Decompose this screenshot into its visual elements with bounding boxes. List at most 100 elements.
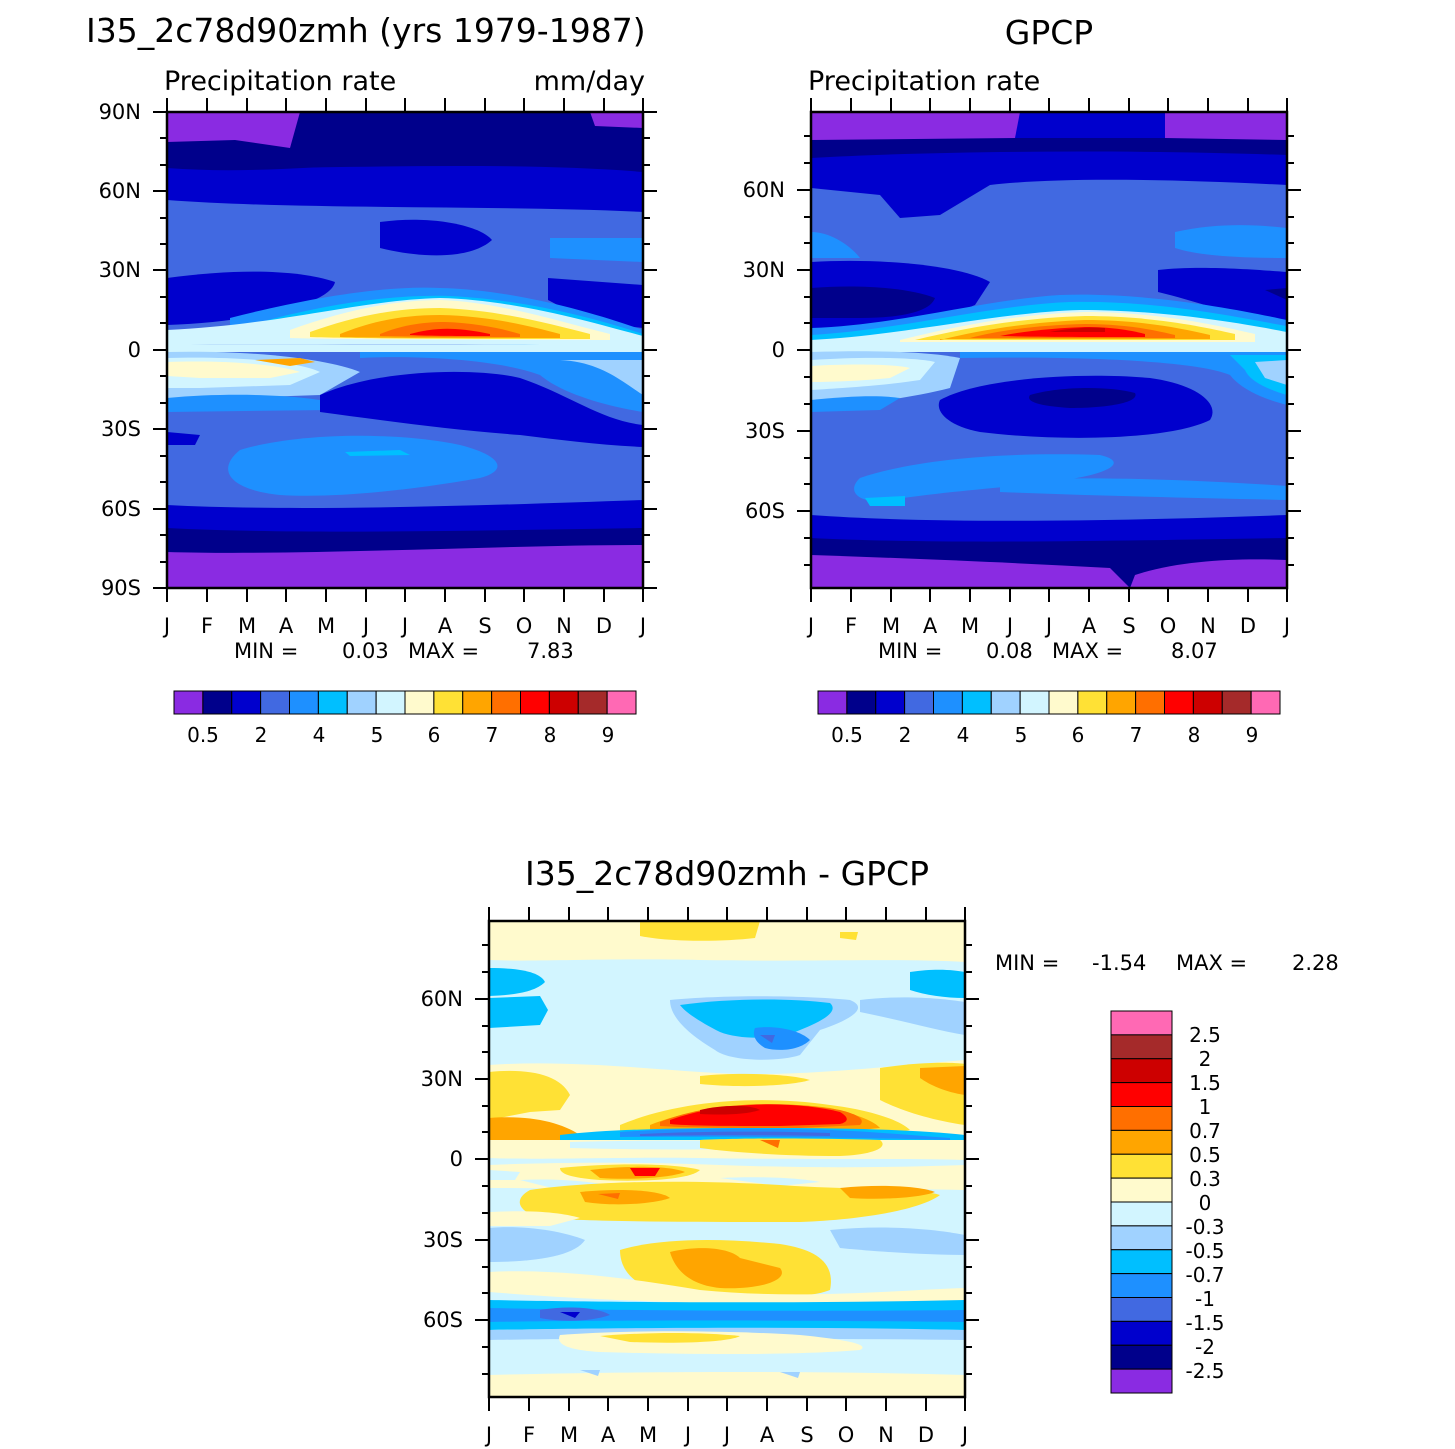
- colorbar-swatch: [875, 690, 906, 715]
- panel-difference-colorbar: 2.5 2 1.5 1 0.7 0.5 0.3 0 -0.3 -0.5 -0.7…: [1110, 1010, 1225, 1394]
- x-tick-label: D: [596, 614, 612, 638]
- x-tick-label: J: [683, 1423, 691, 1447]
- colorbar-swatch: [1164, 690, 1194, 715]
- colorbar-swatch: [1019, 690, 1050, 715]
- colorbar-label: 9: [1246, 723, 1259, 747]
- colorbar-swatch: [577, 690, 608, 715]
- x-tick-label: J: [722, 1423, 730, 1447]
- x-tick-label: M: [560, 1423, 578, 1447]
- x-tick-label: O: [516, 614, 533, 638]
- y-tick-label: 0: [772, 338, 785, 362]
- colorbar-swatch: [346, 690, 377, 715]
- colorbar-swatch: [990, 690, 1021, 715]
- colorbar-label: -2: [1195, 1335, 1215, 1359]
- colorbar-label: 2: [899, 723, 912, 747]
- max-label: MAX =: [408, 639, 479, 663]
- panel-gpcp-minmax: MIN = 0.08 MAX = 8.07: [878, 639, 1218, 663]
- colorbar-label: 8: [544, 723, 557, 747]
- panel-difference-minmax: MIN = -1.54 MAX = 2.28: [995, 951, 1339, 975]
- x-tick-label: J: [484, 1423, 492, 1447]
- colorbar-swatch: [433, 690, 464, 715]
- x-tick-label: N: [556, 614, 572, 638]
- colorbar-swatch: [1110, 1010, 1173, 1036]
- min-value: -1.54: [1092, 951, 1146, 975]
- x-tick-label: A: [1082, 614, 1097, 638]
- y-tick-label: 90N: [99, 100, 141, 124]
- x-tick-label: J: [960, 1423, 968, 1447]
- x-tick-label: O: [1160, 614, 1177, 638]
- panel-difference-title: I35_2c78d90zmh - GPCP: [525, 854, 929, 893]
- panel-difference-y-ticklabels: 60N 30N 0 30S 60S: [421, 987, 463, 1332]
- colorbar-label: -1.5: [1185, 1311, 1224, 1335]
- panel-model-title: I35_2c78d90zmh (yrs 1979-1987): [86, 11, 646, 50]
- x-tick-label: A: [923, 614, 938, 638]
- y-tick-label: 60N: [99, 179, 141, 203]
- x-tick-label: J: [361, 614, 369, 638]
- colorbar-swatch: [375, 690, 406, 715]
- y-tick-label: 30N: [743, 258, 785, 282]
- colorbar-swatch: [817, 690, 848, 715]
- colorbar-label: 7: [1130, 723, 1143, 747]
- panel-gpcp-title: GPCP: [1005, 13, 1093, 52]
- y-tick-label: 30S: [745, 419, 785, 443]
- y-tick-label: 60S: [745, 499, 785, 523]
- colorbar-label: -0.5: [1185, 1239, 1224, 1263]
- colorbar-swatch: [846, 690, 877, 715]
- panel-model-x-ticklabels: J F M A M J J A S O N D J: [162, 614, 646, 638]
- colorbar-swatch: [1110, 1201, 1173, 1227]
- min-label: MIN =: [878, 639, 942, 663]
- x-tick-label: J: [400, 614, 408, 638]
- colorbar-label: 4: [957, 723, 970, 747]
- x-tick-label: F: [523, 1423, 535, 1447]
- colorbar-swatch: [961, 690, 992, 715]
- colorbar-swatch: [904, 690, 935, 715]
- panel-difference: I35_2c78d90zmh - GPCP: [421, 854, 1339, 1447]
- panel-difference-x-ticklabels: J F M A M J J A S O N D J: [484, 1423, 968, 1447]
- x-tick-label: J: [1044, 614, 1052, 638]
- colorbar-label: -0.7: [1185, 1263, 1224, 1287]
- max-label: MAX =: [1052, 639, 1123, 663]
- contour-field-gpcp: [811, 112, 1287, 588]
- colorbar-swatch: [1110, 1153, 1173, 1179]
- colorbar-swatches: [1110, 1010, 1173, 1394]
- panel-model-y-ticklabels: 90N 60N 30N 0 30S 60S 90S: [99, 100, 141, 600]
- panel-model-colorbar: 0.5 2 4 5 6 7 8 9: [173, 690, 637, 747]
- x-tick-label: D: [918, 1423, 934, 1447]
- colorbar-swatch: [548, 690, 579, 715]
- colorbar-swatch: [202, 690, 233, 715]
- x-tick-label: O: [838, 1423, 855, 1447]
- min-label: MIN =: [234, 639, 298, 663]
- colorbar-swatches: [817, 690, 1281, 715]
- x-tick-label: J: [638, 614, 646, 638]
- max-value: 2.28: [1292, 951, 1339, 975]
- x-tick-label: A: [760, 1423, 775, 1447]
- colorbar-swatch: [933, 690, 963, 715]
- x-tick-label: S: [1122, 614, 1135, 638]
- colorbar-label: 0.5: [187, 723, 219, 747]
- x-tick-label: F: [845, 614, 857, 638]
- panel-model-subtitle: Precipitation rate: [164, 66, 396, 97]
- y-tick-label: 30N: [421, 1067, 463, 1091]
- colorbar-swatch: [1110, 1129, 1173, 1155]
- colorbar-swatch: [1110, 1177, 1173, 1203]
- colorbar-label: 6: [1072, 723, 1085, 747]
- colorbar-swatch: [1110, 1082, 1173, 1108]
- colorbar-label: 5: [371, 723, 384, 747]
- x-tick-label: J: [162, 614, 170, 638]
- x-tick-label: J: [1282, 614, 1290, 638]
- colorbar-swatch: [1110, 1320, 1173, 1346]
- colorbar-label: 0.5: [831, 723, 863, 747]
- x-tick-label: A: [601, 1423, 616, 1447]
- panel-model: I35_2c78d90zmh (yrs 1979-1987) Precipita…: [86, 11, 657, 747]
- colorbar-swatch: [1048, 690, 1079, 715]
- colorbar-swatch: [231, 690, 262, 715]
- colorbar-swatch: [1110, 1034, 1173, 1060]
- colorbar-swatch: [491, 690, 522, 715]
- colorbar-swatch: [1110, 1368, 1173, 1394]
- x-tick-label: M: [882, 614, 900, 638]
- colorbar-label: 8: [1188, 723, 1201, 747]
- x-tick-label: M: [317, 614, 335, 638]
- contour-field-model: [167, 112, 643, 588]
- colorbar-swatch: [1106, 690, 1137, 715]
- colorbar-swatch: [317, 690, 348, 715]
